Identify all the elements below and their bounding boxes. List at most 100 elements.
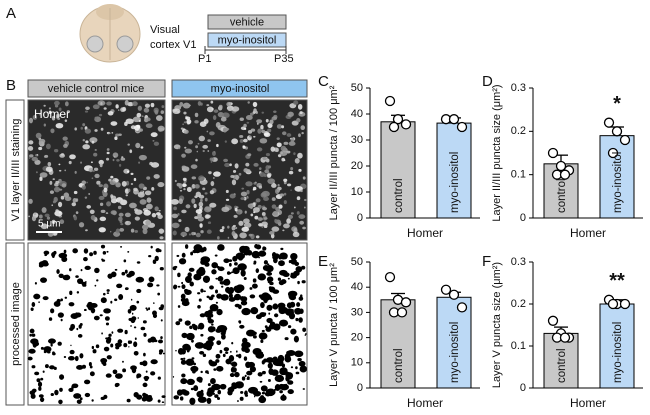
speckle <box>38 394 44 398</box>
speckle <box>129 304 137 311</box>
significance: ** <box>609 270 625 292</box>
speckle <box>228 297 236 302</box>
y-tick-label: 0.3 <box>511 256 526 268</box>
speckle <box>74 355 79 362</box>
speckle <box>298 317 303 323</box>
speckle <box>121 271 126 276</box>
speckle <box>195 158 198 162</box>
speckle <box>296 211 300 215</box>
speckle <box>279 390 283 394</box>
speckle <box>144 376 149 382</box>
speckle <box>94 267 100 274</box>
speckle <box>123 259 127 263</box>
speckle <box>194 195 198 199</box>
speckle <box>31 215 37 222</box>
speckle <box>193 362 197 366</box>
speckle <box>79 323 83 326</box>
data-point <box>448 289 460 300</box>
speckle <box>225 198 230 201</box>
speckle <box>57 201 63 208</box>
y-axis-label: Layer II/III puncta size (μm²) <box>491 84 503 221</box>
speckle <box>204 192 208 195</box>
speckle <box>51 115 56 121</box>
speckle <box>207 387 215 394</box>
speckle <box>143 209 151 216</box>
speckle <box>179 189 183 192</box>
speckle <box>145 307 148 310</box>
speckle <box>73 190 78 195</box>
speckle <box>243 218 250 224</box>
speckle <box>244 374 247 378</box>
speckle <box>185 116 191 121</box>
speckle <box>110 175 114 179</box>
speckle <box>231 361 238 367</box>
speckle <box>128 317 134 322</box>
speckle <box>121 180 127 187</box>
speckle <box>128 345 130 348</box>
speckle <box>75 198 79 202</box>
speckle <box>106 151 110 155</box>
speckle <box>85 106 90 111</box>
speckle <box>200 370 203 374</box>
x-axis-label: Homer <box>407 226 443 240</box>
speckle <box>112 152 119 158</box>
speckle <box>206 106 214 113</box>
speckle <box>281 125 285 129</box>
speckle <box>77 334 83 338</box>
speckle <box>246 168 251 174</box>
speckle <box>92 349 97 354</box>
speckle <box>181 209 187 214</box>
speckle <box>256 119 263 124</box>
speckle <box>110 230 112 233</box>
speckle <box>214 394 219 398</box>
speckle <box>244 210 247 214</box>
speckle <box>98 113 103 117</box>
speckle <box>141 224 149 230</box>
speckle <box>208 171 212 175</box>
data-point <box>456 302 468 313</box>
scale-bar-text: 5 μm <box>38 219 60 230</box>
speckle <box>50 128 55 134</box>
speckle <box>223 127 227 133</box>
speckle <box>300 125 306 131</box>
speckle <box>193 385 199 392</box>
speckle <box>294 350 304 358</box>
speckle <box>237 304 242 310</box>
speckle <box>157 376 161 380</box>
speckle <box>293 100 299 105</box>
x-axis-label: Homer <box>570 226 606 240</box>
speckle <box>84 265 91 271</box>
speckle <box>50 392 54 397</box>
speckle <box>278 255 282 260</box>
speckle <box>276 142 282 148</box>
speckle <box>75 275 79 278</box>
speckle <box>233 214 238 218</box>
speckle <box>215 359 220 363</box>
speckle <box>257 372 263 377</box>
speckle <box>92 170 95 173</box>
speckle <box>106 101 112 106</box>
speckle <box>204 197 208 202</box>
speckle <box>207 316 212 322</box>
speckle <box>47 161 52 167</box>
speckle <box>243 344 247 348</box>
speckle <box>261 360 265 365</box>
speckle <box>277 302 286 309</box>
speckle <box>265 153 270 157</box>
speckle <box>279 368 288 376</box>
speckle <box>216 324 228 333</box>
speckle <box>209 131 215 136</box>
speckle <box>292 231 300 238</box>
speckle <box>110 195 117 202</box>
speckle <box>249 135 252 138</box>
speckle <box>275 188 280 195</box>
speckle <box>191 187 194 189</box>
speckle <box>251 250 260 259</box>
speckle <box>260 395 265 399</box>
speckle <box>241 187 245 190</box>
speckle <box>49 190 54 194</box>
speckle <box>183 129 189 134</box>
speckle <box>53 366 57 370</box>
speckle <box>60 153 65 156</box>
